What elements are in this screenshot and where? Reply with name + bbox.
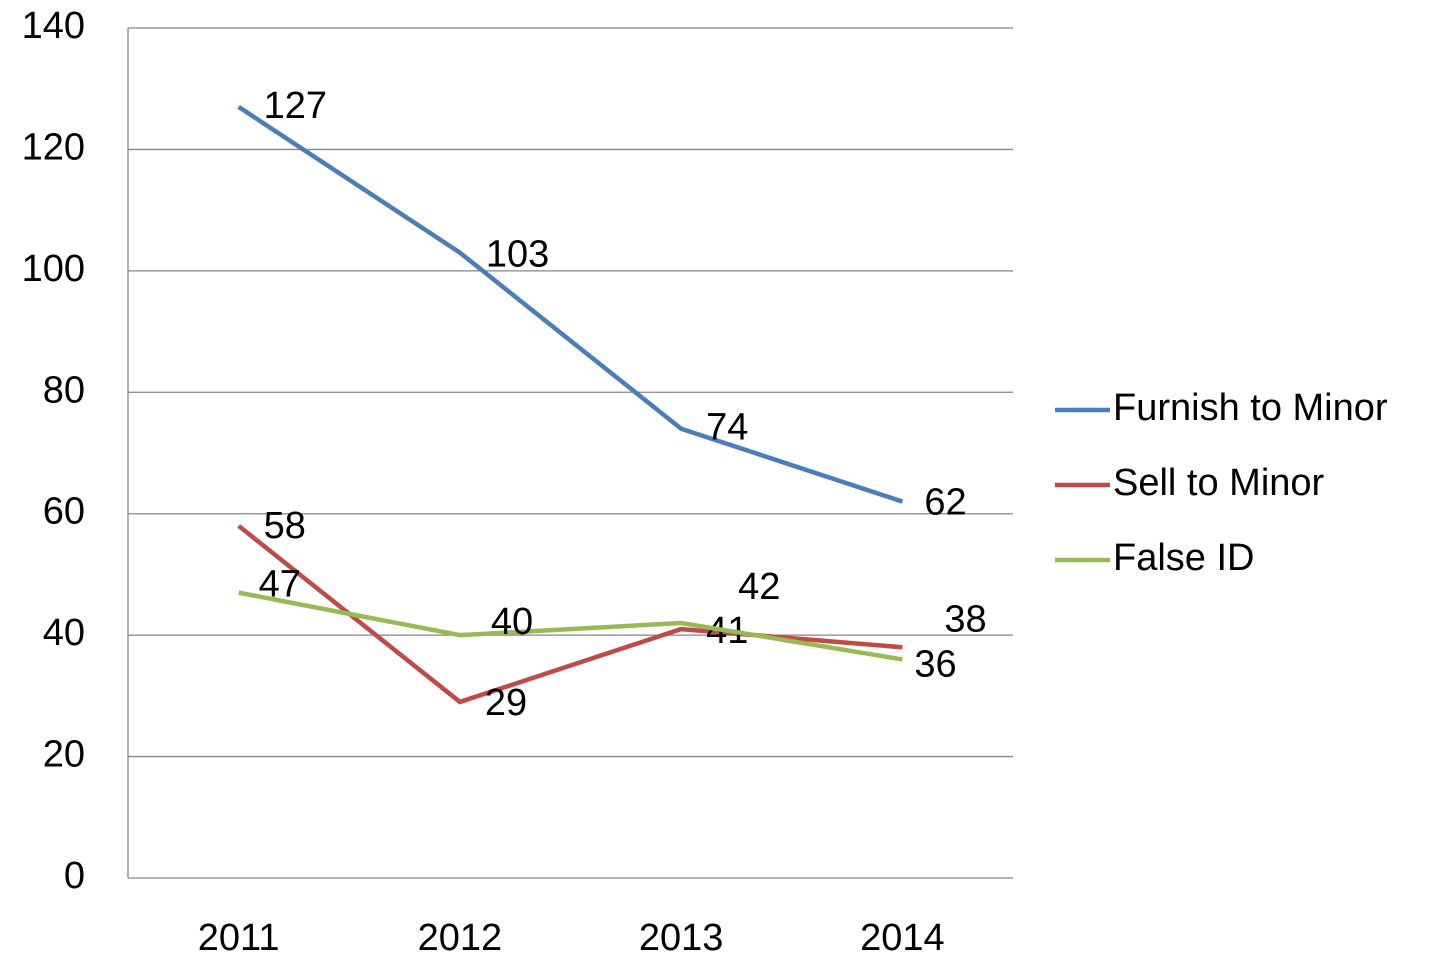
data-label: 40 xyxy=(491,601,533,643)
x-tick-label: 2011 xyxy=(198,917,280,958)
data-label: 62 xyxy=(924,482,966,524)
data-label: 42 xyxy=(738,566,780,608)
data-label: 38 xyxy=(944,598,986,640)
y-tick-label: 0 xyxy=(64,855,85,897)
y-tick-label: 140 xyxy=(22,5,85,47)
x-tick-label: 2013 xyxy=(639,917,724,958)
y-tick-label: 20 xyxy=(43,734,85,776)
y-tick-label: 100 xyxy=(22,248,85,290)
legend-label: False ID xyxy=(1113,537,1254,579)
y-tick-label: 80 xyxy=(43,369,85,411)
data-label: 47 xyxy=(259,564,301,606)
data-label: 127 xyxy=(264,85,327,127)
series-line xyxy=(237,105,904,504)
data-label: 103 xyxy=(486,234,549,276)
series-line xyxy=(238,590,903,662)
data-label: 74 xyxy=(706,407,748,449)
y-tick-label: 120 xyxy=(22,126,85,168)
y-tick-label: 40 xyxy=(43,612,85,654)
data-label: 29 xyxy=(485,682,527,724)
data-label: 58 xyxy=(264,505,306,547)
legend-label: Sell to Minor xyxy=(1113,462,1325,504)
y-tick-label: 60 xyxy=(43,491,85,533)
data-label: 36 xyxy=(914,643,956,685)
legend-label: Furnish to Minor xyxy=(1113,387,1388,429)
x-tick-label: 2012 xyxy=(418,917,503,958)
x-tick-label: 2014 xyxy=(860,917,945,958)
